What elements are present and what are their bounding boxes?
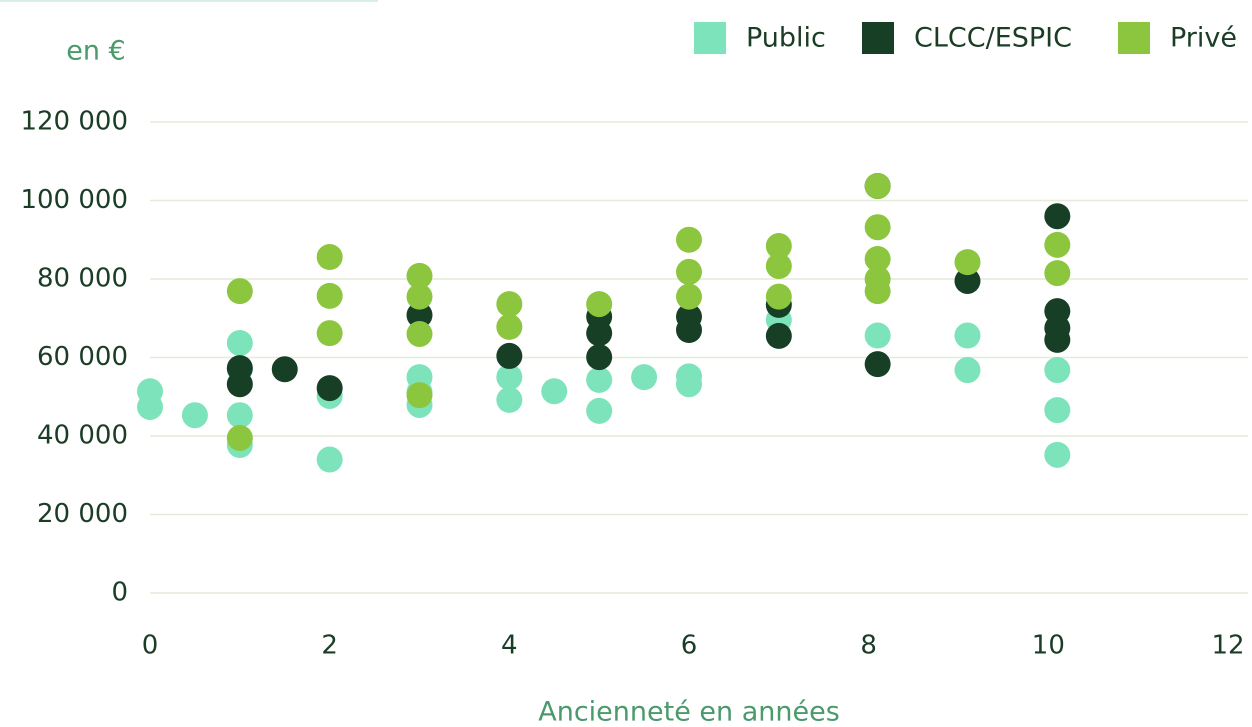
dot	[496, 291, 523, 318]
dot	[676, 283, 702, 310]
dot	[586, 397, 613, 424]
dot	[406, 283, 433, 310]
dot	[406, 382, 433, 409]
dot	[181, 402, 208, 429]
dot	[226, 371, 253, 398]
dot	[226, 424, 253, 451]
y-tick-label: 80 000	[37, 264, 128, 294]
dot	[586, 291, 613, 318]
dot	[586, 320, 613, 347]
y-tick-label: 20 000	[37, 499, 128, 529]
dot	[864, 245, 891, 272]
dot	[676, 226, 702, 253]
dot	[676, 317, 702, 344]
x-tick-label: 12	[1211, 631, 1244, 661]
dot	[316, 446, 343, 473]
dot	[864, 172, 891, 199]
dot	[586, 366, 613, 393]
y-axis-label: en €	[66, 36, 125, 67]
y-tick-label: 100 000	[20, 185, 128, 215]
x-tick-label: 8	[860, 631, 877, 661]
dot	[316, 282, 343, 309]
dot	[271, 356, 298, 383]
dot	[954, 357, 981, 384]
dot	[226, 329, 253, 356]
dot	[586, 344, 613, 371]
legend-label: CLCC/ESPIC	[914, 23, 1072, 54]
dot	[676, 258, 702, 285]
dot	[1044, 397, 1071, 424]
dot	[1044, 357, 1071, 384]
dot	[864, 351, 891, 378]
dot	[406, 302, 433, 329]
dot	[864, 214, 891, 241]
y-tick-label: 60 000	[37, 342, 128, 372]
legend-swatch	[862, 22, 894, 54]
y-tick-label: 120 000	[20, 107, 128, 137]
dot	[316, 375, 343, 402]
dot	[316, 320, 343, 347]
legend-swatch	[1118, 22, 1150, 54]
dot	[765, 283, 792, 310]
dot	[864, 278, 891, 305]
dot	[496, 364, 523, 391]
legend-label: Public	[746, 23, 826, 54]
dot	[1044, 231, 1071, 258]
dot	[954, 267, 981, 294]
x-tick-label: 2	[321, 631, 338, 661]
dot	[406, 320, 433, 347]
legend-label: Privé	[1170, 23, 1237, 54]
dot	[226, 278, 253, 305]
dot	[1044, 326, 1071, 353]
dot	[226, 402, 253, 429]
dot	[954, 322, 981, 349]
y-tick-label: 0	[111, 578, 128, 608]
x-tick-label: 0	[142, 631, 159, 661]
dot	[765, 322, 792, 349]
x-tick-label: 6	[681, 631, 698, 661]
y-tick-label: 40 000	[37, 421, 128, 451]
dot	[1044, 441, 1071, 468]
dot	[137, 393, 163, 420]
dot	[316, 244, 343, 271]
dot	[765, 233, 792, 260]
dot	[765, 253, 792, 280]
dot	[676, 371, 702, 398]
dot	[1044, 260, 1071, 287]
x-tick-label: 4	[501, 631, 518, 661]
dot	[954, 249, 981, 276]
dot	[864, 322, 891, 349]
x-tick-label: 10	[1032, 631, 1065, 661]
x-axis-label: Ancienneté en années	[538, 697, 840, 727]
dot	[1044, 203, 1071, 230]
dot	[631, 364, 658, 391]
dot	[496, 342, 523, 369]
legend-swatch	[694, 22, 726, 54]
dot	[541, 378, 568, 405]
dot	[496, 313, 523, 340]
dot	[406, 262, 433, 289]
dot	[496, 386, 523, 413]
